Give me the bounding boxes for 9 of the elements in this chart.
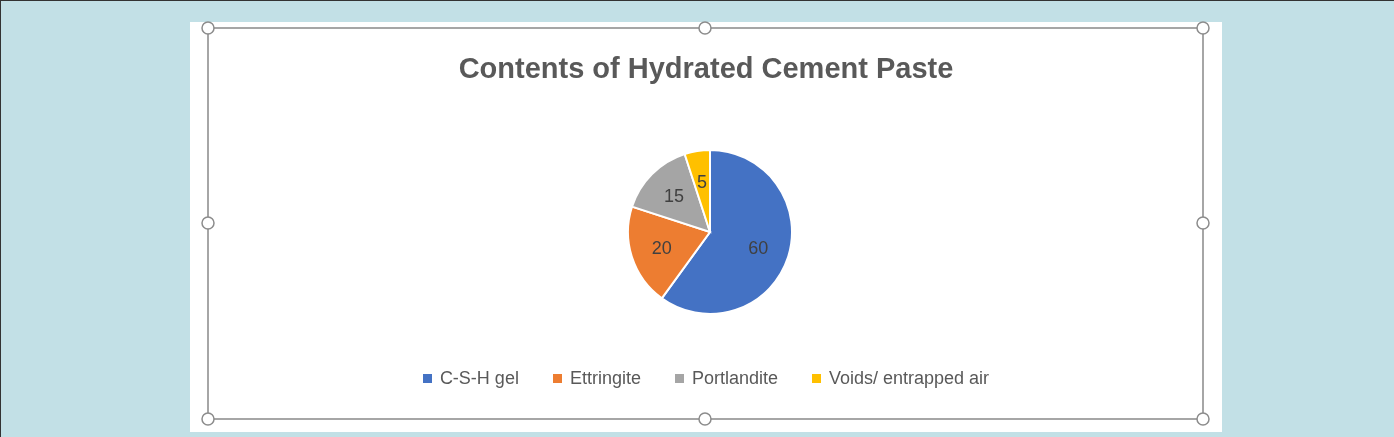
legend-label: C-S-H gel bbox=[439, 368, 519, 389]
legend-label: Portlandite bbox=[691, 368, 778, 389]
legend-label: Voids/ entrapped air bbox=[829, 368, 990, 389]
legend-label: Ettringite bbox=[569, 368, 641, 389]
data-label: 20 bbox=[651, 237, 672, 258]
data-label: 15 bbox=[664, 186, 685, 207]
chart-title: Contents of Hydrated Cement Paste bbox=[457, 52, 955, 85]
data-label: 60 bbox=[748, 237, 769, 258]
data-label: 5 bbox=[697, 171, 708, 192]
